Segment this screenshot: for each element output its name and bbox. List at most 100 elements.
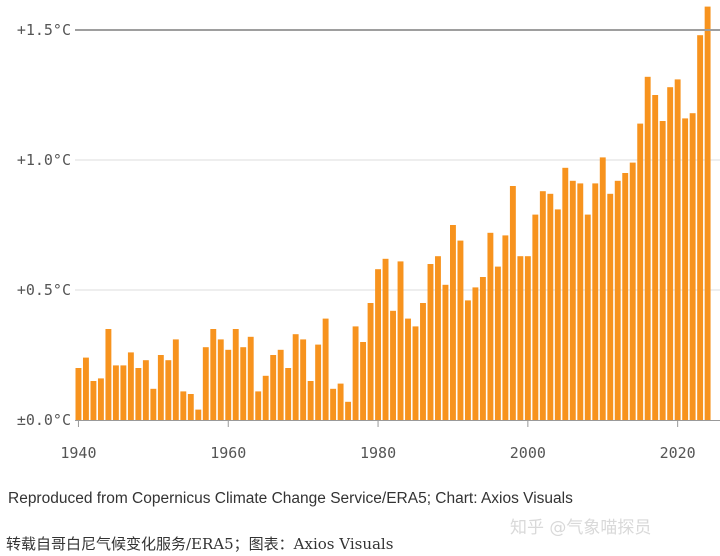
- bar-1984: [405, 318, 411, 420]
- bar-1967: [277, 349, 284, 420]
- watermark: 知乎 @气象喵探员: [510, 518, 652, 538]
- bar-1957: [202, 347, 209, 420]
- bar-1989: [442, 284, 449, 420]
- temperature-anomaly-chart: ±0.0°C +0.5°C +1.0°C +1.5°C 1940 1960 1980 200…: [17, 6, 720, 462]
- bar-1981: [382, 258, 389, 420]
- bar-2010: [599, 157, 606, 420]
- bar-1976: [345, 401, 352, 420]
- bar-2022: [689, 113, 696, 420]
- bar-2019: [667, 87, 674, 420]
- bar-1949: [142, 360, 149, 420]
- bar-1969: [292, 334, 299, 420]
- bar-1999: [517, 256, 524, 420]
- bar-2011: [607, 193, 614, 420]
- bar-2012: [614, 180, 621, 420]
- bar-1955: [187, 394, 194, 420]
- bar-1991: [457, 240, 464, 420]
- bar-1943: [97, 378, 104, 420]
- bar-1952: [165, 360, 172, 420]
- bar-1965: [262, 375, 269, 420]
- bar-1983: [397, 261, 404, 420]
- bar-2017: [652, 95, 659, 420]
- bar-1975: [337, 383, 344, 420]
- bar-1960: [225, 349, 232, 420]
- bar-1959: [217, 339, 224, 420]
- bar-2004: [554, 209, 561, 420]
- source-credit: Reproduced from Copernicus Climate Chang…: [8, 490, 573, 507]
- bar-2015: [637, 123, 644, 420]
- bar-1995: [487, 232, 494, 420]
- y-axis-labels: ±0.0°C +0.5°C +1.0°C +1.5°C: [17, 21, 71, 429]
- bar-1974: [330, 388, 337, 420]
- bar-1990: [450, 225, 456, 420]
- bar-2006: [569, 180, 576, 420]
- bar-2016: [644, 76, 651, 421]
- bar-1947: [127, 352, 134, 420]
- y-tick-label: +0.5°C: [17, 281, 71, 299]
- bar-2021: [682, 118, 689, 421]
- bar-1945: [112, 365, 119, 420]
- bar-1948: [135, 368, 142, 420]
- bar-1985: [412, 326, 419, 420]
- bar-2013: [622, 173, 629, 420]
- bar-1996: [494, 266, 501, 420]
- y-tick-label: +1.5°C: [17, 21, 71, 39]
- bar-1944: [105, 329, 112, 420]
- bar-2020: [674, 79, 681, 421]
- bar-1998: [509, 186, 516, 420]
- bar-1942: [90, 381, 97, 420]
- bar-1982: [390, 310, 396, 420]
- bar-1962: [240, 347, 247, 420]
- bar-1964: [255, 391, 262, 420]
- x-axis-labels: 1940 1960 1980 2000 2020: [60, 444, 695, 462]
- bar-1986: [420, 303, 426, 420]
- bar-2001: [532, 214, 539, 420]
- x-axis: [75, 420, 720, 427]
- bar-2009: [592, 183, 599, 420]
- bar-1941: [82, 357, 89, 420]
- bar-1973: [322, 318, 329, 420]
- bar-1956: [195, 409, 202, 420]
- bar-2023: [697, 35, 704, 420]
- bar-1951: [157, 355, 164, 420]
- bar-1978: [360, 342, 367, 420]
- bar-2018: [659, 121, 666, 420]
- bar-1988: [435, 256, 441, 420]
- x-tick-label: 1940: [60, 444, 96, 462]
- bar-1970: [300, 339, 307, 420]
- bar-1980: [375, 269, 381, 420]
- bar-1979: [367, 303, 374, 420]
- bar-1966: [270, 355, 277, 420]
- bar-2024: [704, 6, 711, 420]
- bar-1946: [120, 365, 127, 420]
- bar-1950: [150, 388, 157, 420]
- x-tick-label: 2000: [510, 444, 546, 462]
- y-tick-label: +1.0°C: [17, 151, 71, 169]
- bar-1992: [464, 300, 471, 420]
- bar-1940: [75, 368, 82, 420]
- bar-1987: [427, 264, 434, 420]
- bar-1971: [307, 381, 314, 420]
- bar-1994: [479, 277, 486, 420]
- bars: [75, 6, 711, 421]
- bar-1993: [472, 287, 479, 420]
- bar-1961: [232, 329, 239, 420]
- bar-1954: [180, 391, 187, 420]
- bar-2008: [584, 214, 591, 420]
- bar-2003: [547, 193, 554, 420]
- bar-1953: [172, 339, 179, 420]
- bar-1963: [247, 336, 254, 420]
- x-tick-label: 2020: [660, 444, 696, 462]
- bar-2000: [524, 256, 531, 420]
- bar-2007: [577, 183, 584, 420]
- bar-1972: [315, 344, 322, 420]
- chinese-caption: 转载自哥白尼气候变化服务/ERA5；图表：Axios Visuals: [6, 535, 394, 553]
- x-tick-label: 1960: [210, 444, 246, 462]
- bar-1968: [285, 368, 292, 420]
- x-tick-label: 1980: [360, 444, 396, 462]
- bar-2014: [629, 162, 636, 420]
- bar-2005: [562, 167, 569, 420]
- bar-1958: [210, 329, 217, 420]
- bar-1977: [352, 326, 359, 420]
- bar-1997: [502, 235, 509, 420]
